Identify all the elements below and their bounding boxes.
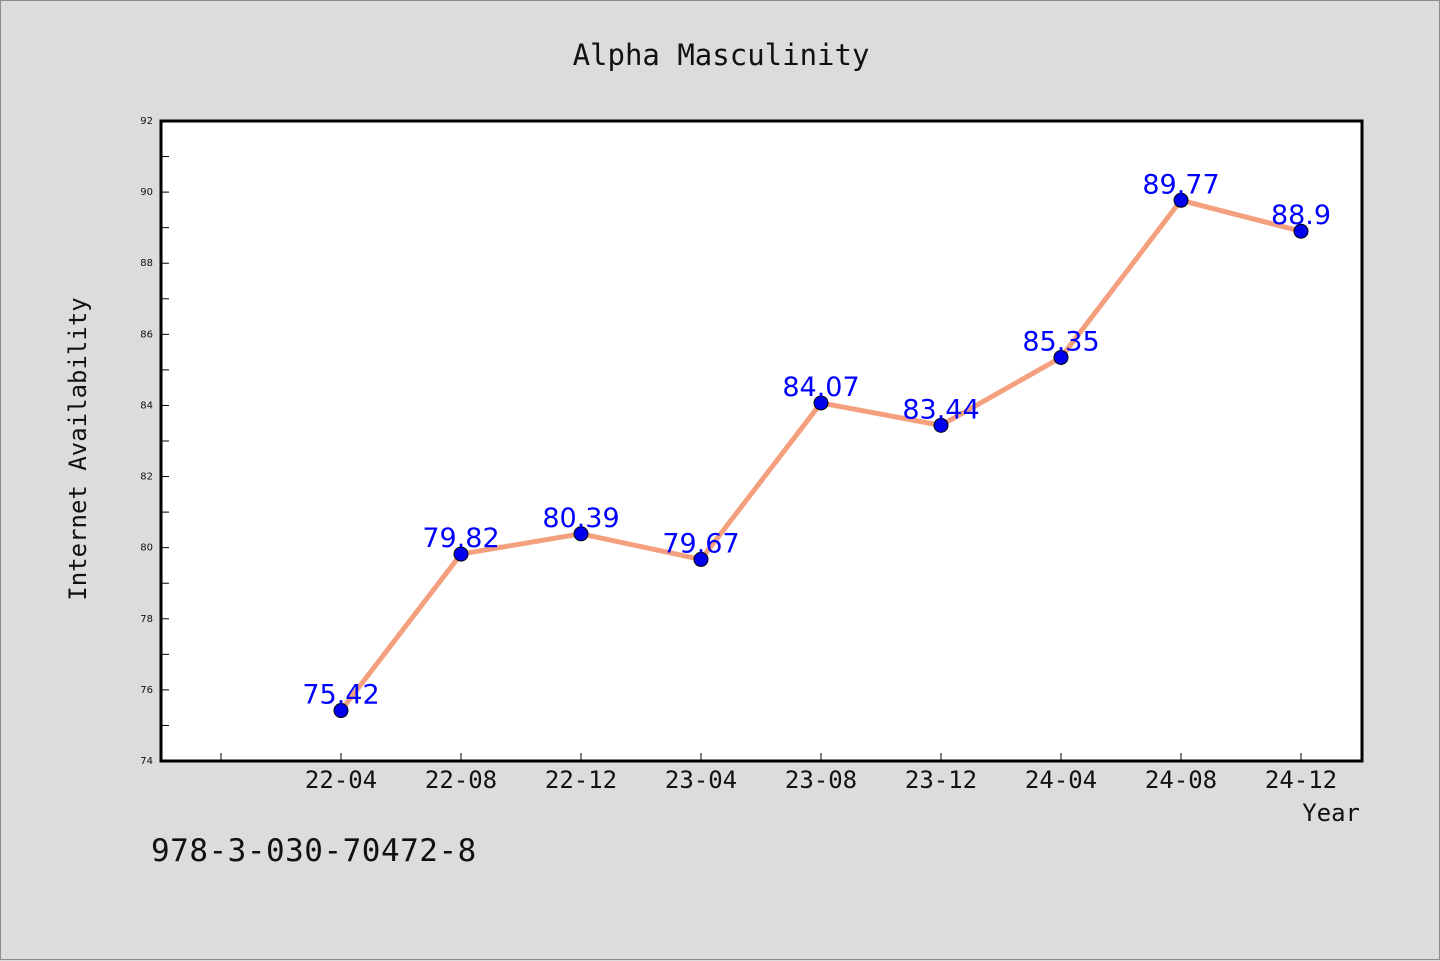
y-axis-label: Internet Availability (64, 297, 92, 600)
y-tick-label: 76 (140, 685, 153, 696)
x-tick-label: 23-04 (665, 766, 737, 794)
x-tick-label: 22-08 (425, 766, 497, 794)
data-label: 75.42 (302, 680, 379, 711)
data-label: 84.07 (782, 372, 859, 403)
y-tick-label: 90 (140, 187, 153, 198)
y-tick-label: 80 (140, 543, 153, 554)
x-tick-label: 23-08 (785, 766, 857, 794)
y-tick-label: 86 (140, 329, 153, 340)
y-tick-label: 88 (140, 258, 153, 269)
y-tick-label: 74 (140, 756, 153, 767)
x-tick-label: 24-04 (1025, 766, 1097, 794)
isbn-caption: 978-3-030-70472-8 (151, 833, 477, 869)
y-tick-label: 78 (140, 614, 153, 625)
x-tick-label: 24-08 (1145, 766, 1217, 794)
data-label: 85.35 (1022, 326, 1099, 357)
x-tick-label: 24-12 (1265, 766, 1337, 794)
x-tick-label: 23-12 (905, 766, 977, 794)
plot-area (161, 121, 1362, 761)
data-label: 88.9 (1271, 200, 1331, 231)
data-label: 80.39 (542, 503, 619, 534)
data-label: 83.44 (902, 394, 979, 425)
y-tick-label: 92 (140, 116, 153, 127)
y-tick-label: 82 (140, 472, 153, 483)
chart-title: Alpha Masculinity (573, 38, 870, 72)
x-tick-label: 22-12 (545, 766, 617, 794)
y-tick-label: 84 (140, 400, 153, 411)
data-label: 79.67 (662, 528, 739, 559)
x-axis-label: Year (1302, 799, 1360, 827)
x-tick-label: 22-04 (305, 766, 377, 794)
data-label: 79.82 (422, 523, 499, 554)
data-label: 89.77 (1142, 169, 1219, 200)
